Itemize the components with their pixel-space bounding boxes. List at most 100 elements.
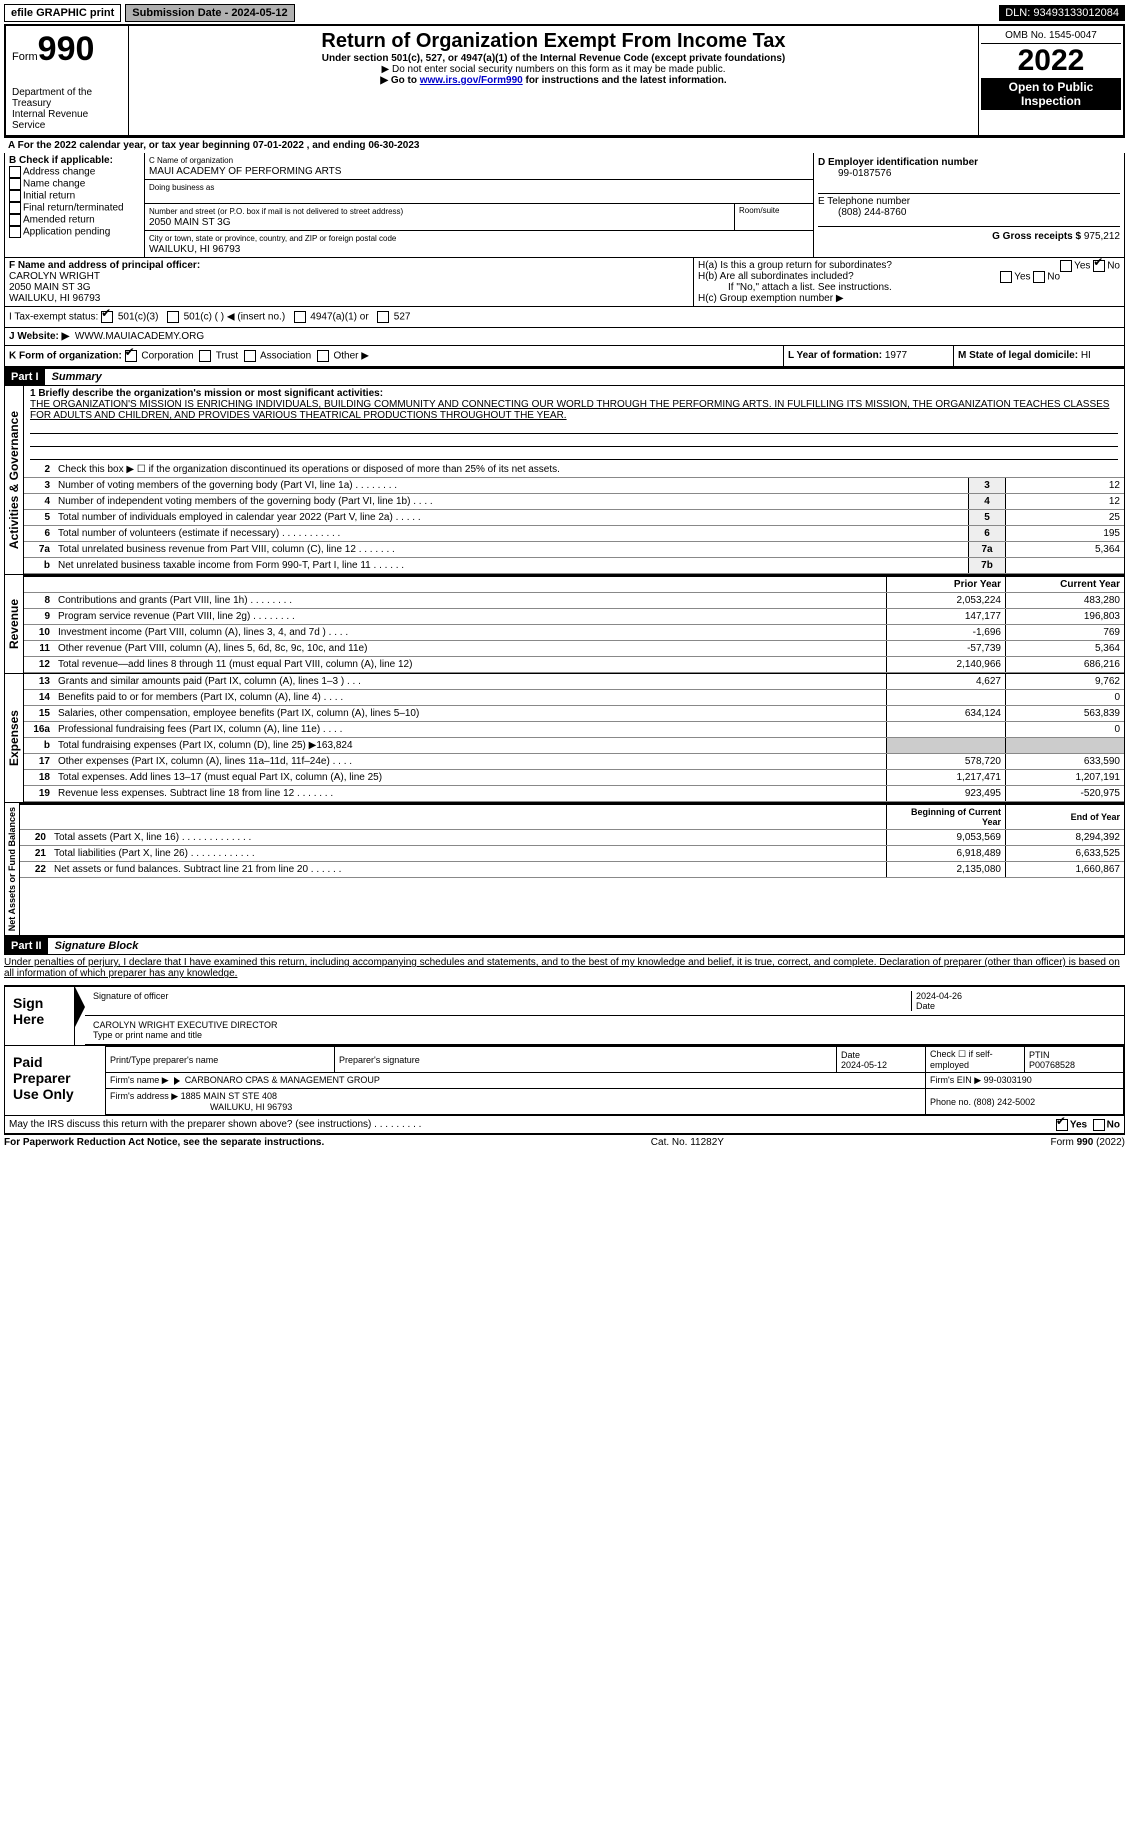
- website: WWW.MAUIACADEMY.ORG: [75, 331, 204, 342]
- form-word: Form: [12, 51, 38, 63]
- note2-post: for instructions and the latest informat…: [523, 75, 727, 86]
- cb-other[interactable]: [317, 350, 329, 362]
- officer-city: WAILUKU, HI 96793: [9, 293, 100, 304]
- i-row: I Tax-exempt status: 501(c)(3) 501(c) ( …: [4, 307, 1125, 328]
- g-label: G Gross receipts $: [992, 231, 1081, 242]
- officer-addr: 2050 MAIN ST 3G: [9, 282, 91, 293]
- penalties-text: Under penalties of perjury, I declare th…: [4, 955, 1125, 981]
- f-h-row: F Name and address of principal officer:…: [4, 258, 1125, 307]
- netassets-section: Net Assets or Fund Balances Beginning of…: [4, 803, 1125, 936]
- h-note: If "No," attach a list. See instructions…: [698, 282, 1120, 293]
- cb-corp[interactable]: [125, 350, 137, 362]
- cb-trust[interactable]: [199, 350, 211, 362]
- page-footer: For Paperwork Reduction Act Notice, see …: [4, 1134, 1125, 1148]
- tab-netassets: Net Assets or Fund Balances: [5, 803, 19, 935]
- cb-final[interactable]: [9, 202, 21, 214]
- footer-cat: Cat. No. 11282Y: [651, 1137, 724, 1148]
- cb-4947[interactable]: [294, 311, 306, 323]
- subtitle: Under section 501(c), 527, or 4947(a)(1)…: [133, 53, 974, 64]
- org-name: MAUI ACADEMY OF PERFORMING ARTS: [149, 166, 341, 177]
- c-label: C Name of organization: [149, 156, 233, 165]
- na-boy-head: Beginning of Current Year: [887, 804, 1006, 830]
- submission-button[interactable]: Submission Date - 2024-05-12: [125, 4, 294, 22]
- cb-ha-no[interactable]: [1093, 260, 1105, 272]
- ha-label: H(a) Is this a group return for subordin…: [698, 260, 892, 271]
- hc-label: H(c) Group exemption number ▶: [698, 293, 1120, 304]
- form-number: 990: [38, 30, 95, 68]
- e-label: E Telephone number: [818, 196, 910, 207]
- year: 2022: [981, 44, 1121, 78]
- cb-discuss-no[interactable]: [1093, 1119, 1105, 1131]
- arrow-icon: [174, 1077, 180, 1085]
- note1: ▶ Do not enter social security numbers o…: [133, 64, 974, 75]
- footer-form: Form 990 (2022): [1051, 1137, 1125, 1148]
- open-inspection: Open to Public Inspection: [981, 78, 1121, 110]
- governance-table: 2Check this box ▶ ☐ if the organization …: [24, 462, 1124, 574]
- form-header: Form990 Department of the Treasury Inter…: [4, 24, 1125, 137]
- cb-initial[interactable]: [9, 190, 21, 202]
- netassets-table: Beginning of Current YearEnd of Year 20T…: [20, 803, 1124, 878]
- city-label: City or town, state or province, country…: [149, 234, 396, 243]
- d-label: D Employer identification number: [818, 157, 978, 168]
- firm-name: CARBONARO CPAS & MANAGEMENT GROUP: [185, 1075, 380, 1085]
- current-year-head: Current Year: [1006, 576, 1125, 593]
- cb-address-change[interactable]: [9, 166, 21, 178]
- room-label: Room/suite: [734, 204, 813, 230]
- note2-pre: ▶ Go to: [380, 75, 419, 86]
- telephone: (808) 244-8760: [818, 207, 906, 218]
- dept-label: Department of the Treasury Internal Reve…: [12, 87, 122, 131]
- city-state-zip: WAILUKU, HI 96793: [149, 244, 240, 255]
- firm-phone: (808) 242-5002: [974, 1097, 1036, 1107]
- f-label: F Name and address of principal officer:: [9, 260, 200, 271]
- gov-section: Activities & Governance 1 Briefly descri…: [4, 386, 1125, 575]
- cb-527[interactable]: [377, 311, 389, 323]
- mission-text: THE ORGANIZATION'S MISSION IS ENRICHING …: [30, 399, 1109, 421]
- klm-row: K Form of organization: Corporation Trus…: [4, 346, 1125, 367]
- firm-ein: 99-0303190: [984, 1075, 1032, 1085]
- mission-q: 1 Briefly describe the organization's mi…: [30, 388, 383, 399]
- irs-link[interactable]: www.irs.gov/Form990: [420, 75, 523, 86]
- paid-label: Paid Preparer Use Only: [5, 1046, 105, 1115]
- officer-name-title: CAROLYN WRIGHT EXECUTIVE DIRECTOR: [93, 1020, 278, 1030]
- ein: 99-0187576: [818, 168, 891, 179]
- discuss-row: May the IRS discuss this return with the…: [5, 1115, 1124, 1133]
- addr-label: Number and street (or P.O. box if mail i…: [149, 207, 403, 216]
- revenue-section: Revenue Prior YearCurrent Year 8Contribu…: [4, 575, 1125, 674]
- gross-receipts: 975,212: [1084, 231, 1120, 242]
- cb-501c[interactable]: [167, 311, 179, 323]
- na-eoy-head: End of Year: [1006, 804, 1125, 830]
- prior-year-head: Prior Year: [887, 576, 1006, 593]
- cb-discuss-yes[interactable]: [1056, 1119, 1068, 1131]
- part-i-header: Part I Summary: [4, 367, 1125, 386]
- box-b-label: B Check if applicable:: [9, 155, 113, 166]
- officer-name: CAROLYN WRIGHT: [9, 271, 100, 282]
- firm-addr1: 1885 MAIN ST STE 408: [181, 1091, 277, 1101]
- cb-amended[interactable]: [9, 214, 21, 226]
- sign-here-label: Sign Here: [5, 987, 75, 1045]
- cb-assoc[interactable]: [244, 350, 256, 362]
- cb-name-change[interactable]: [9, 178, 21, 190]
- dln-label: DLN: 93493133012084: [999, 5, 1125, 21]
- sign-arrow-icon: [75, 987, 85, 1027]
- cb-pending[interactable]: [9, 226, 21, 238]
- info-grid: B Check if applicable: Address change Na…: [4, 153, 1125, 258]
- revenue-table: Prior YearCurrent Year 8Contributions an…: [24, 575, 1124, 673]
- part-ii-title: Signature Block: [55, 940, 139, 952]
- line-a: A For the 2022 calendar year, or tax yea…: [4, 137, 1125, 153]
- part-ii-header: Part II Signature Block: [4, 936, 1125, 955]
- paid-preparer-block: Paid Preparer Use Only Print/Type prepar…: [5, 1045, 1124, 1115]
- top-bar: efile GRAPHIC print Submission Date - 20…: [4, 4, 1125, 22]
- l-label: L Year of formation:: [788, 350, 882, 361]
- cb-ha-yes[interactable]: [1060, 260, 1072, 272]
- signature-block: Sign Here Signature of officer 2024-04-2…: [4, 985, 1125, 1134]
- j-row: J Website: ▶ WWW.MAUIACADEMY.ORG: [4, 328, 1125, 346]
- i-label: I Tax-exempt status:: [9, 312, 98, 323]
- cb-501c3[interactable]: [101, 311, 113, 323]
- j-label: J Website: ▶: [9, 331, 69, 342]
- cb-hb-no[interactable]: [1033, 271, 1045, 283]
- dba-label: Doing business as: [149, 183, 214, 192]
- cb-hb-yes[interactable]: [1000, 271, 1012, 283]
- part-ii-bar: Part II: [5, 938, 48, 954]
- part-i-bar: Part I: [5, 369, 45, 385]
- domicile: HI: [1081, 350, 1091, 361]
